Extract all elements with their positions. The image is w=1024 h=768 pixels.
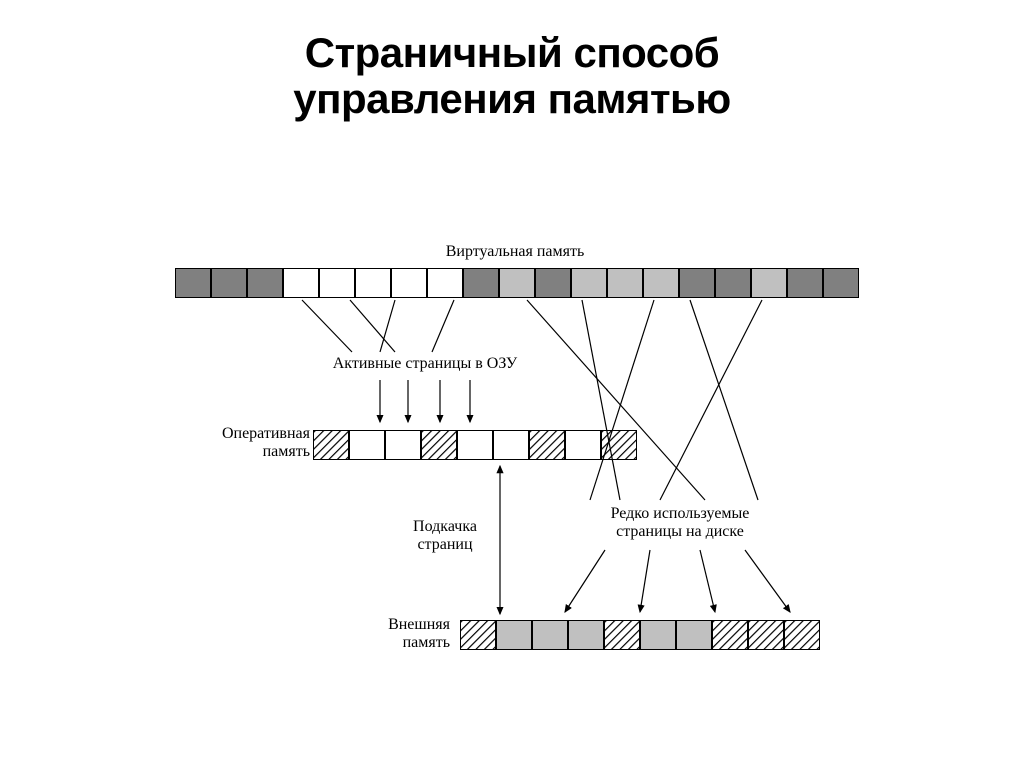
active-pages-label: Активные страницы в ОЗУ [300, 355, 550, 373]
memory-cell [715, 268, 751, 298]
memory-cell [427, 268, 463, 298]
memory-cell [313, 430, 349, 460]
memory-cell [604, 620, 640, 650]
memory-cell [676, 620, 712, 650]
paging-label-line2: страниц [417, 536, 472, 553]
memory-cell [532, 620, 568, 650]
paging-label: Подкачка страниц [400, 518, 490, 555]
memory-cell [283, 268, 319, 298]
title-line-1: Страничный способ [0, 30, 1024, 76]
external-label-line2: память [403, 634, 450, 651]
memory-cell [391, 268, 427, 298]
rarely-used-label: Редко используемые страницы на диске [590, 505, 770, 542]
memory-cell [496, 620, 532, 650]
rarely-used-line2: страницы на диске [616, 523, 744, 540]
memory-cell [529, 430, 565, 460]
memory-cell [460, 620, 496, 650]
memory-cell [355, 268, 391, 298]
memory-cell [319, 268, 355, 298]
memory-cell [463, 268, 499, 298]
memory-cell [565, 430, 601, 460]
ram-label-line2: память [263, 443, 310, 460]
external-memory-label: Внешняя память [350, 616, 450, 653]
page-title: Страничный способ управления памятью [0, 30, 1024, 122]
external-label-line1: Внешняя [388, 616, 450, 633]
memory-cell [571, 268, 607, 298]
memory-cell [535, 268, 571, 298]
paging-label-line1: Подкачка [413, 518, 477, 535]
virtual-memory-label: Виртуальная память [400, 243, 630, 261]
ram-label-line1: Оперативная [222, 425, 310, 442]
memory-cell [493, 430, 529, 460]
memory-cell [784, 620, 820, 650]
external-memory-row [460, 620, 820, 650]
memory-cell [499, 268, 535, 298]
memory-cell [247, 268, 283, 298]
rarely-used-line1: Редко используемые [611, 505, 750, 522]
memory-cell [748, 620, 784, 650]
memory-cell [421, 430, 457, 460]
memory-cell [457, 430, 493, 460]
memory-cell [385, 430, 421, 460]
virtual-memory-row [175, 268, 859, 298]
memory-cell [211, 268, 247, 298]
memory-cell [175, 268, 211, 298]
memory-cell [712, 620, 748, 650]
ram-label: Оперативная память [180, 425, 310, 462]
memory-cell [823, 268, 859, 298]
memory-cell [643, 268, 679, 298]
memory-cell [751, 268, 787, 298]
memory-cell [607, 268, 643, 298]
ram-row [313, 430, 637, 460]
memory-cell [787, 268, 823, 298]
memory-cell [640, 620, 676, 650]
memory-cell [568, 620, 604, 650]
memory-cell [349, 430, 385, 460]
memory-cell [679, 268, 715, 298]
title-line-2: управления памятью [0, 76, 1024, 122]
memory-cell [601, 430, 637, 460]
